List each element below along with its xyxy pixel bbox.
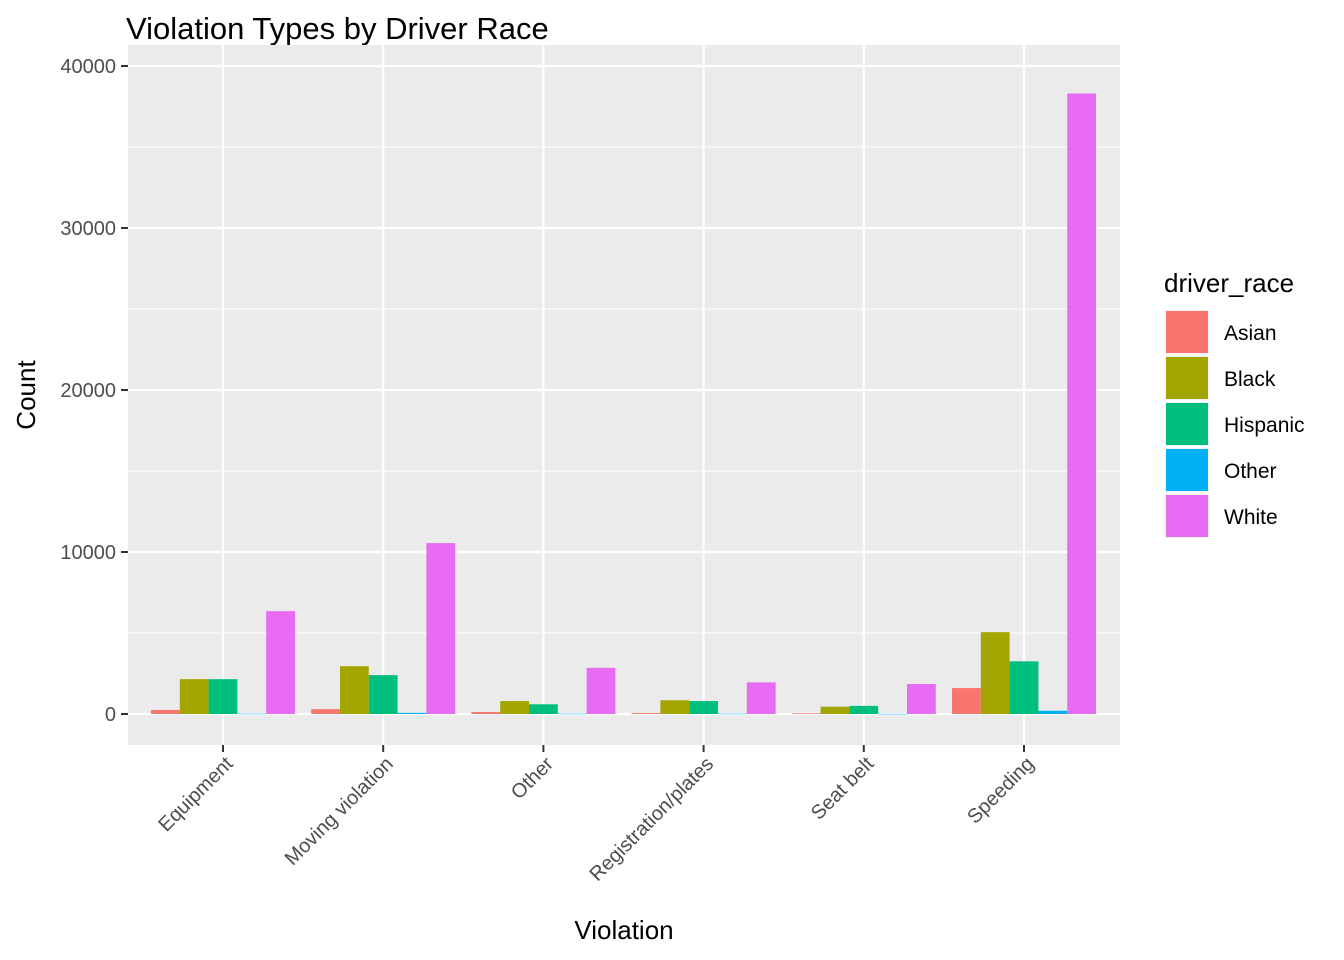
x-tick-label: Registration/plates (585, 753, 718, 886)
legend: driver_race Asian Black Hispanic Other White (1164, 268, 1305, 538)
bar-other-seat-belt (878, 713, 907, 715)
x-tick-label: Equipment (154, 753, 237, 836)
bar-white-equipment (266, 611, 295, 714)
bar-other-moving-violation (397, 712, 427, 714)
x-axis: Equipment Moving violation Other Registrati… (154, 745, 1039, 886)
bar-other-registration-plates (718, 713, 747, 715)
bar-hispanic-other (529, 704, 558, 714)
legend-title: driver_race (1164, 268, 1294, 298)
major-gridlines (128, 45, 1120, 745)
y-axis: 0 10000 20000 30000 40000 (60, 56, 128, 726)
bar-white-moving-violation (426, 543, 456, 714)
x-tick-label: Moving violation (281, 753, 398, 870)
legend-label-black: Black (1224, 368, 1276, 391)
x-tick-label: Other (507, 753, 558, 804)
bar-black-moving-violation (340, 666, 369, 714)
x-tick-label: Speeding (963, 753, 1038, 828)
bar-asian-equipment (151, 709, 180, 714)
bar-asian-registration-plates (631, 713, 661, 714)
y-axis-title: Count (11, 360, 41, 430)
bar-hispanic-moving-violation (368, 675, 398, 714)
x-tick-label: Seat belt (807, 753, 879, 825)
bar-other-other (557, 713, 587, 715)
bar-black-registration-plates (660, 700, 690, 714)
bar-black-equipment (179, 679, 209, 714)
bar-asian-moving-violation (311, 709, 340, 714)
legend-label-white: White (1224, 506, 1278, 529)
bar-hispanic-registration-plates (689, 701, 718, 714)
bar-hispanic-speeding (1009, 661, 1039, 714)
bar-other-equipment (237, 713, 267, 715)
legend-swatch-black (1166, 357, 1208, 399)
bar-asian-seat-belt (791, 713, 821, 714)
legend-swatch-white (1166, 495, 1208, 537)
bar-asian-speeding (952, 688, 981, 714)
bar-white-seat-belt (907, 684, 936, 714)
legend-label-asian: Asian (1224, 322, 1277, 345)
legend-label-hispanic: Hispanic (1224, 414, 1305, 437)
legend-swatch-hispanic (1166, 403, 1208, 445)
bar-asian-other (471, 712, 501, 714)
y-tick-label: 10000 (60, 542, 116, 564)
bar-white-registration-plates (746, 682, 776, 714)
y-tick-label: 0 (105, 704, 116, 726)
bars-layer (151, 93, 1096, 715)
chart-title: Violation Types by Driver Race (126, 11, 549, 46)
legend-label-other: Other (1224, 460, 1277, 483)
legend-swatch-asian (1166, 311, 1208, 353)
bar-black-speeding (980, 632, 1010, 714)
bar-black-seat-belt (820, 706, 850, 714)
y-tick-label: 40000 (60, 56, 116, 78)
bar-white-other (586, 667, 616, 714)
bar-white-speeding (1067, 93, 1096, 715)
bar-black-other (500, 701, 529, 714)
bar-hispanic-seat-belt (849, 705, 879, 714)
x-axis-title: Violation (574, 915, 673, 945)
bar-hispanic-equipment (208, 679, 238, 714)
y-tick-label: 30000 (60, 218, 116, 240)
y-tick-label: 20000 (60, 380, 116, 402)
bar-other-speeding (1038, 710, 1068, 714)
legend-swatch-other (1166, 449, 1208, 491)
